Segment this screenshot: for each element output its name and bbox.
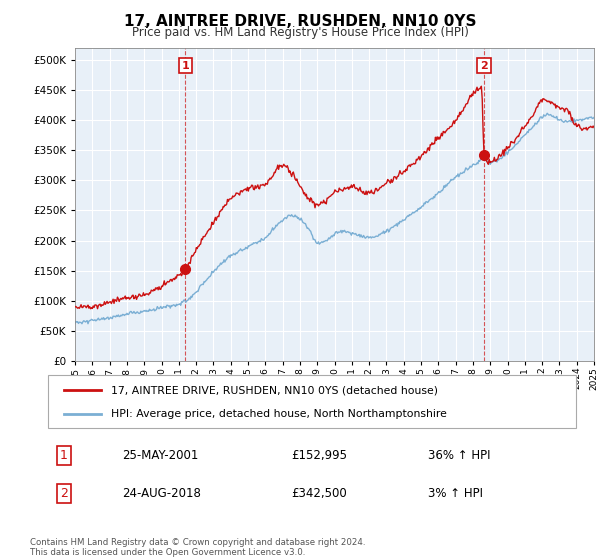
Text: HPI: Average price, detached house, North Northamptonshire: HPI: Average price, detached house, Nort…	[112, 408, 447, 418]
Text: 17, AINTREE DRIVE, RUSHDEN, NN10 0YS: 17, AINTREE DRIVE, RUSHDEN, NN10 0YS	[124, 14, 476, 29]
Text: Price paid vs. HM Land Registry's House Price Index (HPI): Price paid vs. HM Land Registry's House …	[131, 26, 469, 39]
Text: Contains HM Land Registry data © Crown copyright and database right 2024.
This d: Contains HM Land Registry data © Crown c…	[30, 538, 365, 557]
Text: 36% ↑ HPI: 36% ↑ HPI	[428, 449, 491, 462]
Text: 2: 2	[480, 60, 488, 71]
Text: 17, AINTREE DRIVE, RUSHDEN, NN10 0YS (detached house): 17, AINTREE DRIVE, RUSHDEN, NN10 0YS (de…	[112, 385, 439, 395]
Text: 1: 1	[60, 449, 68, 462]
FancyBboxPatch shape	[48, 375, 576, 428]
Text: 25-MAY-2001: 25-MAY-2001	[122, 449, 198, 462]
Text: 24-AUG-2018: 24-AUG-2018	[122, 487, 201, 500]
Text: £152,995: £152,995	[291, 449, 347, 462]
Text: £342,500: £342,500	[291, 487, 347, 500]
Text: 3% ↑ HPI: 3% ↑ HPI	[428, 487, 483, 500]
Text: 2: 2	[60, 487, 68, 500]
Text: 1: 1	[181, 60, 189, 71]
